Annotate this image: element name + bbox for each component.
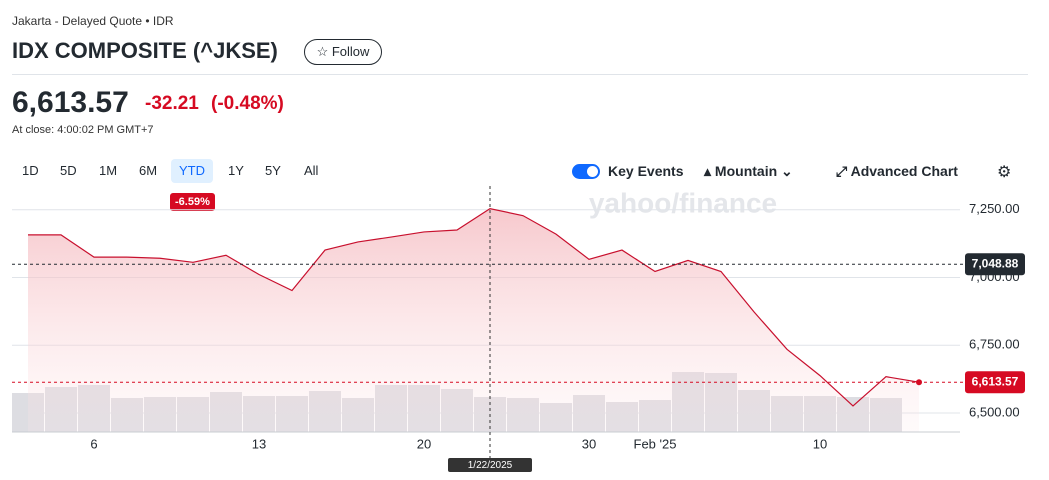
x-tick-label: 30 bbox=[582, 436, 596, 451]
y-tick-label: 6,500.00 bbox=[969, 404, 1020, 419]
range-tab[interactable]: 6M bbox=[139, 163, 158, 178]
range-tab[interactable]: YTD bbox=[171, 159, 213, 183]
exchange: Jakarta - Delayed Quote • IDR bbox=[12, 14, 174, 28]
last-point bbox=[916, 379, 922, 386]
settings[interactable]: ⚙ bbox=[997, 164, 1012, 181]
crosshair-box bbox=[448, 458, 532, 472]
price-line bbox=[28, 207, 920, 407]
area-fill bbox=[28, 208, 919, 432]
chart-style[interactable]: ▴ Mountain ⌄ bbox=[704, 163, 793, 179]
prev-close-label: 7,048.88 bbox=[972, 256, 1019, 270]
last-price-label: 6,613.57 bbox=[972, 374, 1019, 388]
chart-style-label: Mountain bbox=[714, 163, 778, 179]
range-tab[interactable]: 1M bbox=[99, 163, 118, 178]
x-tick-label: 13 bbox=[252, 436, 266, 451]
prev-close-box bbox=[965, 253, 1025, 276]
range-tab[interactable]: 5Y bbox=[265, 163, 281, 178]
range-tab[interactable]: 1Y bbox=[228, 163, 244, 178]
symbol-name: IDX COMPOSITE (^JKSE) bbox=[12, 38, 278, 63]
x-tick-label: 6 bbox=[90, 436, 97, 451]
advanced-label: Advanced Chart bbox=[850, 163, 958, 179]
y-tick-label: 7,250.00 bbox=[969, 201, 1020, 216]
watermark: yahoo/finance bbox=[589, 187, 777, 218]
range-tab[interactable]: 5D bbox=[60, 163, 77, 178]
follow-button[interactable]: ☆ Follow bbox=[304, 39, 382, 65]
crosshair-label: 1/22/2025 bbox=[468, 460, 513, 471]
advanced-chart[interactable]: ⤢ Advanced Chart bbox=[836, 163, 958, 179]
x-tick-label: 10 bbox=[813, 436, 827, 451]
change: -32.21 bbox=[145, 93, 199, 114]
last-price-box bbox=[965, 371, 1025, 394]
y-tick-label: 6,750.00 bbox=[969, 337, 1020, 352]
key-events[interactable]: Key Events bbox=[608, 163, 684, 179]
x-tick-label: 20 bbox=[417, 436, 431, 451]
toggle[interactable] bbox=[572, 164, 600, 179]
follow-label: Follow bbox=[331, 44, 370, 59]
change-pct: (-0.48%) bbox=[211, 93, 284, 114]
x-tick-label: Feb '25 bbox=[634, 436, 677, 451]
range-tab[interactable]: All bbox=[304, 163, 319, 178]
price: 6,613.57 bbox=[12, 86, 129, 119]
close-time: At close: 4:00:02 PM GMT+7 bbox=[12, 124, 154, 136]
divider bbox=[12, 74, 1028, 75]
range-tab[interactable]: 1D bbox=[22, 163, 39, 178]
range-change: -6.59% bbox=[170, 193, 215, 211]
